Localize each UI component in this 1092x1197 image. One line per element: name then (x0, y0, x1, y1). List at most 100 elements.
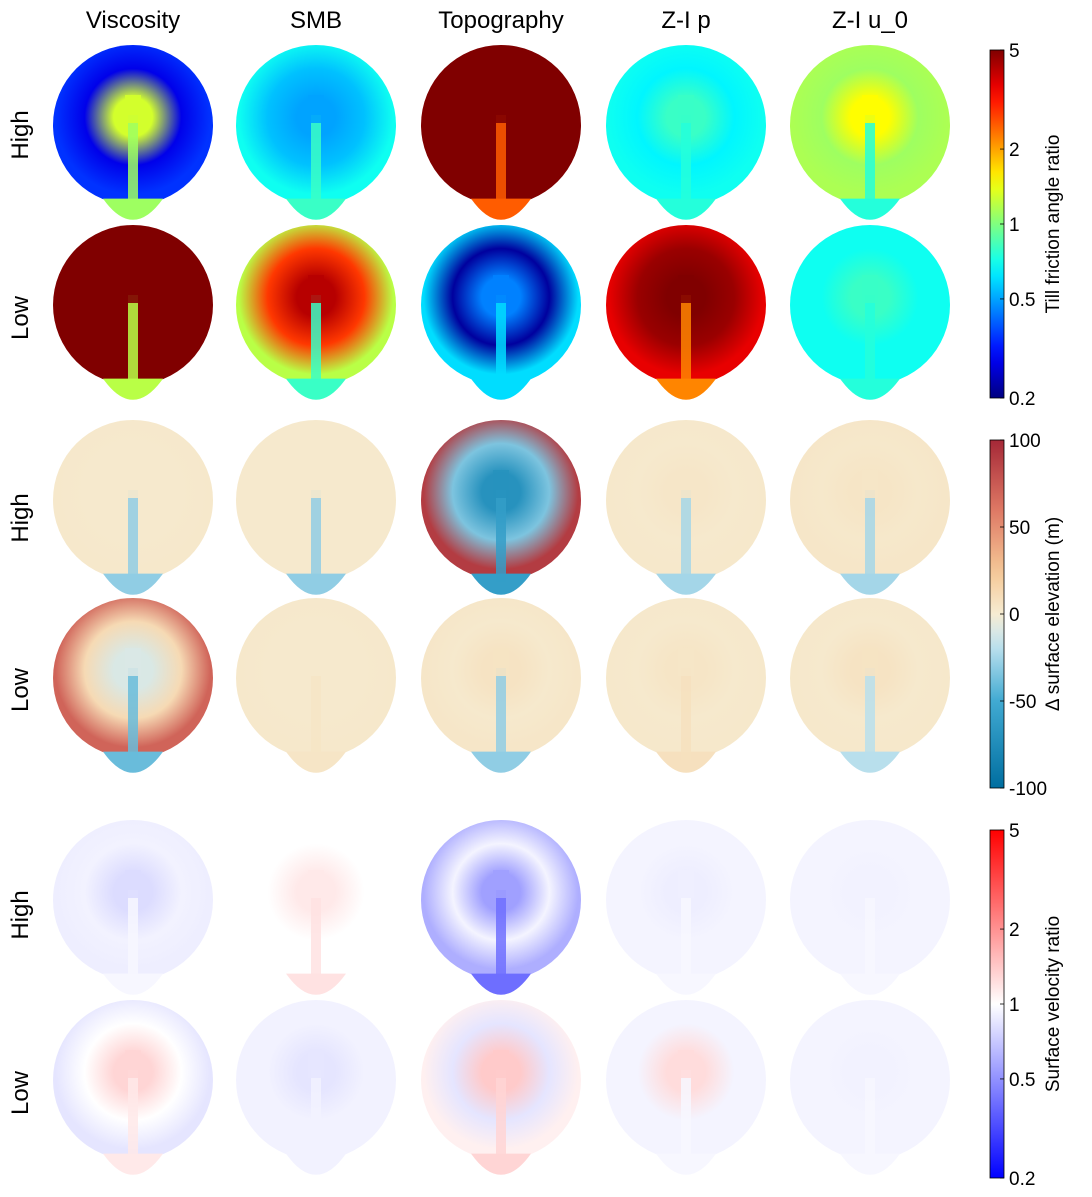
outlet-lobe (656, 1153, 716, 1175)
panel-1-1-4 (790, 598, 950, 773)
ice-stream (865, 295, 875, 387)
divide-region (678, 870, 694, 898)
outlet-lobe (103, 973, 163, 995)
ice-stream (681, 668, 691, 760)
divide-region (678, 1050, 694, 1078)
divide-region (862, 648, 878, 676)
divide-region (862, 870, 878, 898)
outlet-lobe (840, 973, 900, 995)
outlet-lobe (286, 973, 346, 995)
divide-region (678, 95, 694, 123)
divide-region (678, 648, 694, 676)
row-label-high-1: High (7, 110, 34, 159)
colorbar-tick-label: 1 (1009, 995, 1020, 1016)
colorbars: 0.2 0.5 1 2 5 Till friction angle ratio -100 -5… (989, 41, 1064, 1190)
outlet-lobe (471, 1153, 531, 1175)
outlet-lobe (103, 751, 163, 773)
ice-stream (496, 115, 506, 207)
panel-2-1-0 (53, 1000, 213, 1175)
divide-region (125, 870, 141, 898)
divide-region (308, 95, 324, 123)
ice-stream (311, 295, 321, 387)
panel-0-0-1 (236, 45, 396, 220)
panel-2-0-1 (236, 820, 396, 995)
ice-stream (496, 668, 506, 760)
column-title-viscosity: Viscosity (86, 7, 180, 34)
row-label-low-3: Low (7, 1070, 34, 1115)
colorbar-0: 0.2 0.5 1 2 5 Till friction angle ratio (989, 41, 1064, 410)
panel-1-0-1 (236, 420, 396, 595)
colorbar-label: Till friction angle ratio (1043, 135, 1064, 314)
panel-0-1-2 (421, 225, 581, 400)
outlet-lobe (656, 973, 716, 995)
outlet-lobe (840, 573, 900, 595)
ice-stream (865, 490, 875, 582)
divide-region (125, 1050, 141, 1078)
colorbar-tick-label: 5 (1009, 821, 1020, 842)
panel-2-1-3 (606, 1000, 766, 1175)
outlet-lobe (471, 198, 531, 220)
colorbar-tick-label: 1 (1009, 215, 1020, 236)
row-label-low-1: Low (7, 295, 34, 340)
divide-region (308, 648, 324, 676)
column-title-zi-p: Z-I p (661, 7, 710, 34)
outlet-lobe (103, 1153, 163, 1175)
outlet-lobe (656, 378, 716, 400)
row-label-high-2: High (7, 493, 34, 542)
panel-2-0-4 (790, 820, 950, 995)
outlet-lobe (286, 378, 346, 400)
divide-region (308, 870, 324, 898)
ice-stream (128, 115, 138, 207)
column-title-smb: SMB (290, 7, 342, 34)
ice-stream (681, 295, 691, 387)
divide-region (493, 95, 509, 123)
ice-stream (681, 115, 691, 207)
panel-1-0-2 (421, 420, 581, 595)
ice-stream (128, 490, 138, 582)
colorbar-tick-label: 0.2 (1009, 1169, 1035, 1190)
divide-region (493, 470, 509, 498)
ice-stream (496, 1070, 506, 1162)
outlet-lobe (840, 198, 900, 220)
colorbar-tick-label: 50 (1009, 518, 1030, 539)
ice-stream (128, 890, 138, 982)
panel-2-1-1 (236, 1000, 396, 1175)
outlet-lobe (286, 573, 346, 595)
colorbar-tick-label: 100 (1009, 431, 1041, 452)
ice-stream (311, 490, 321, 582)
colorbar-2: 0.2 0.5 1 2 5 Surface velocity ratio (989, 821, 1064, 1190)
outlet-lobe (656, 751, 716, 773)
panel-1-0-3 (606, 420, 766, 595)
ice-stream (128, 1070, 138, 1162)
divide-region (493, 275, 509, 303)
panel-0-0-0 (53, 45, 213, 220)
panel-2-1-2 (421, 1000, 581, 1175)
column-title-zi-u0: Z-I u_0 (832, 7, 908, 34)
ice-stream (128, 668, 138, 760)
divide-region (493, 870, 509, 898)
colorbar-1: -100 -50 0 50 100 Δ surface elevation (m) (989, 431, 1064, 800)
colorbar-tick-label: 0.2 (1009, 389, 1035, 410)
colorbar-tick-label: 0.5 (1009, 290, 1035, 311)
divide-region (308, 470, 324, 498)
panel-0-1-1 (236, 225, 396, 400)
panel-1-0-0 (53, 420, 213, 595)
divide-region (862, 470, 878, 498)
colorbar-tick-label: 0.5 (1009, 1070, 1035, 1091)
outlet-lobe (103, 198, 163, 220)
outlet-lobe (840, 751, 900, 773)
ice-stream (681, 1070, 691, 1162)
divide-region (308, 1050, 324, 1078)
panel-1-1-1 (236, 598, 396, 773)
divide-region (125, 648, 141, 676)
panel-0-0-3 (606, 45, 766, 220)
panel-1-1-2 (421, 598, 581, 773)
colorbar-tick-label: 0 (1009, 605, 1020, 626)
outlet-lobe (471, 573, 531, 595)
outlet-lobe (471, 378, 531, 400)
column-titles: Viscosity SMB Topography Z-I p Z-I u_0 (86, 7, 908, 34)
row-label-high-3: High (7, 890, 34, 939)
colorbar-tick-label: 5 (1009, 41, 1020, 62)
outlet-lobe (286, 751, 346, 773)
